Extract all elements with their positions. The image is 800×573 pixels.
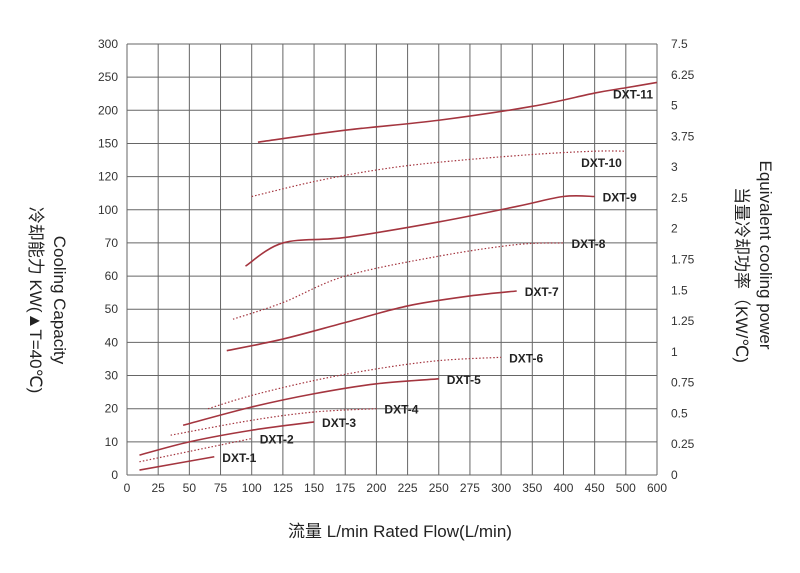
curve-labels: DXT-1 DXT-2 DXT-3 DXT-4 DXT-5 DXT-6 DXT-7 DXT-8…: [222, 87, 653, 464]
curves: [139, 81, 658, 471]
right-y-tick-label: 0: [671, 468, 678, 482]
curve-dxt-5: [182, 378, 439, 427]
right-axis-ticks: 0 0.25 0.5 0.75 1 1.25 1.5 1.75 2 2.5 3 3.75 5 6.25 7.…: [671, 37, 695, 482]
left-y-tick-label: 70: [105, 236, 119, 250]
left-y-tick-label: 10: [105, 435, 119, 449]
right-y-tick-label: 1.25: [671, 314, 695, 328]
x-tick-label: 500: [616, 481, 636, 495]
x-tick-label: 25: [151, 481, 165, 495]
curve-dxt-8: [232, 242, 564, 320]
left-axis-ticks: 0 10 20 30 40 50 60 70 100 120 150 200 250 300: [98, 37, 118, 482]
right-y-tick-label: 0.25: [671, 437, 695, 451]
left-y-tick-label: 50: [105, 302, 119, 316]
label-dxt-11: DXT-11: [613, 87, 653, 101]
x-tick-label: 250: [429, 481, 449, 495]
curve-dxt-2: [139, 437, 252, 463]
label-dxt-10: DXT-10: [581, 156, 622, 170]
x-tick-label: 100: [242, 481, 262, 495]
right-y-tick-label: 1.5: [671, 283, 688, 297]
right-y-tick-label: 1: [671, 345, 678, 359]
x-tick-label: 400: [553, 481, 573, 495]
x-tick-label: 0: [124, 481, 131, 495]
left-axis-title-cn: 冷却能力 KW(▲T=40℃): [26, 207, 45, 394]
curve-dxt-11: [257, 81, 658, 143]
x-tick-label: 50: [183, 481, 197, 495]
left-y-tick-label: 250: [98, 70, 118, 84]
right-y-tick-label: 6.25: [671, 68, 695, 82]
x-tick-label: 75: [214, 481, 228, 495]
label-dxt-4: DXT-4: [384, 403, 418, 417]
right-y-tick-label: 0.75: [671, 376, 695, 390]
left-y-tick-label: 300: [98, 37, 118, 51]
left-y-tick-label: 200: [98, 103, 118, 117]
right-y-tick-label: 1.75: [671, 253, 695, 267]
left-y-tick-label: 40: [105, 335, 119, 349]
label-dxt-3: DXT-3: [322, 416, 356, 430]
right-y-tick-label: 2.5: [671, 191, 688, 205]
curve-dxt-10: [251, 150, 626, 198]
left-y-tick-label: 20: [105, 402, 119, 416]
label-dxt-7: DXT-7: [525, 285, 559, 299]
x-tick-label: 175: [335, 481, 355, 495]
right-y-tick-label: 2: [671, 222, 678, 236]
x-tick-label: 275: [460, 481, 480, 495]
label-dxt-2: DXT-2: [260, 433, 294, 447]
right-y-tick-label: 0.5: [671, 406, 688, 420]
left-y-tick-label: 100: [98, 203, 118, 217]
curve-dxt-3: [139, 421, 315, 456]
label-dxt-6: DXT-6: [509, 351, 543, 365]
left-y-tick-label: 120: [98, 170, 118, 184]
left-y-tick-label: 150: [98, 136, 118, 150]
x-tick-label: 150: [304, 481, 324, 495]
label-dxt-1: DXT-1: [222, 451, 256, 465]
right-y-tick-label: 5: [671, 99, 678, 113]
label-dxt-8: DXT-8: [571, 237, 605, 251]
x-axis-ticks: 0 25 50 75 100 125 150 175 200 225 250 275 300 350 400…: [124, 481, 668, 495]
x-tick-label: 450: [585, 481, 605, 495]
label-dxt-9: DXT-9: [603, 191, 637, 205]
x-axis-title: 流量 L/min Rated Flow(L/min): [288, 522, 512, 541]
x-tick-label: 125: [273, 481, 293, 495]
curve-dxt-6: [207, 356, 502, 410]
x-tick-label: 300: [491, 481, 511, 495]
x-tick-label: 225: [398, 481, 418, 495]
curve-dxt-1: [139, 455, 215, 471]
right-axis-title-en: Equivalent cooling power: [756, 160, 775, 349]
left-y-tick-label: 60: [105, 269, 119, 283]
curve-dxt-7: [226, 290, 517, 352]
x-tick-label: 600: [647, 481, 667, 495]
x-tick-label: 350: [522, 481, 542, 495]
x-tick-label: 200: [366, 481, 386, 495]
right-y-tick-label: 3.75: [671, 129, 695, 143]
right-axis-title-cn: 当量冷却功率（KW/℃): [732, 187, 751, 363]
curve-dxt-9: [245, 194, 595, 267]
right-y-tick-label: 3: [671, 160, 678, 174]
label-dxt-5: DXT-5: [447, 373, 481, 387]
right-y-tick-label: 7.5: [671, 37, 688, 51]
left-y-tick-label: 30: [105, 369, 119, 383]
left-axis-title-en: Cooling Capacity: [50, 236, 69, 365]
left-y-tick-label: 0: [111, 468, 118, 482]
